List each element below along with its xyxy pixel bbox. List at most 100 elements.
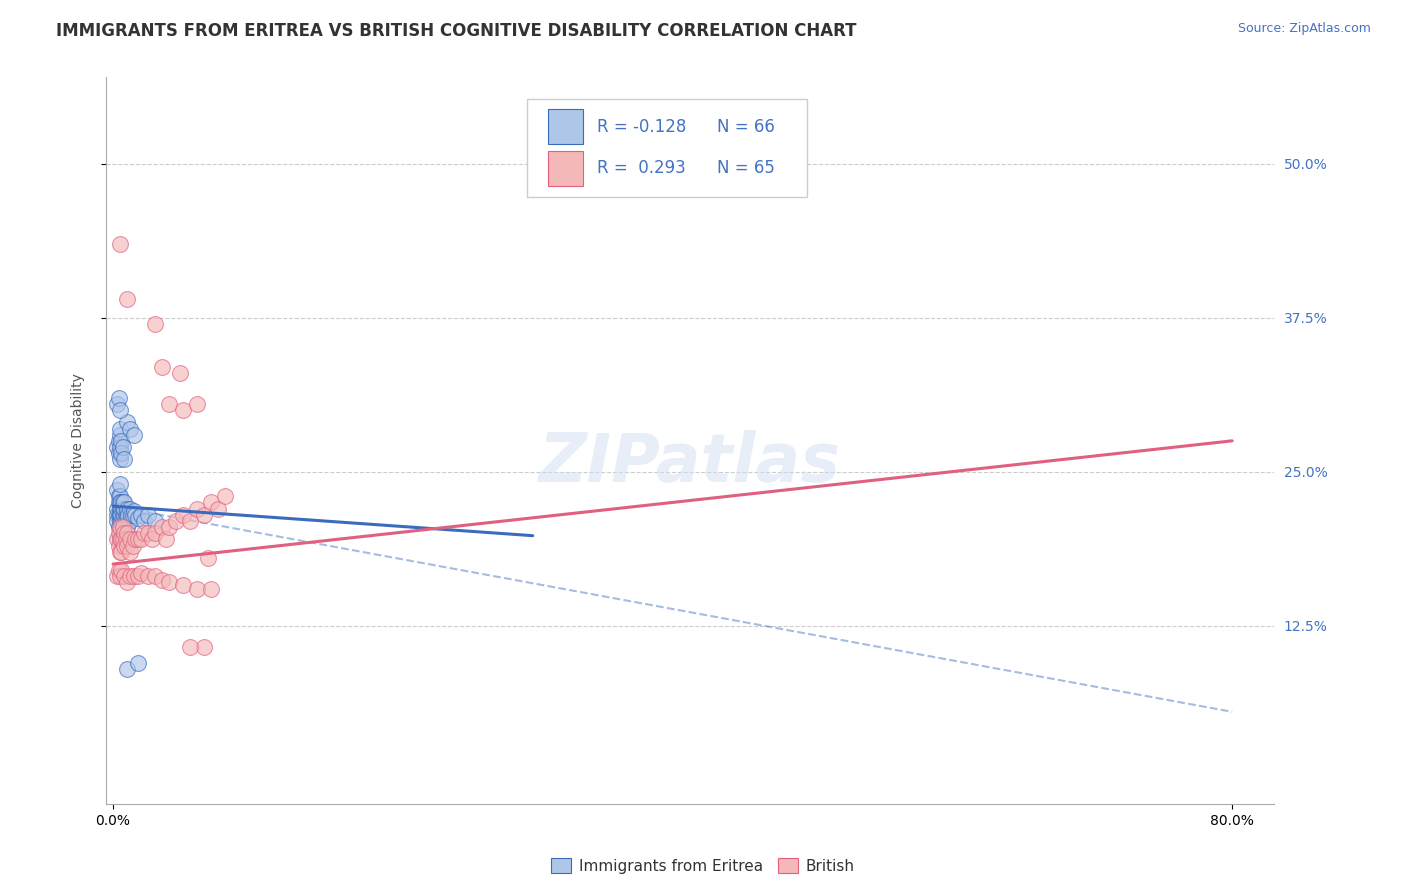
Point xyxy=(118,533,141,547)
Point xyxy=(129,533,152,547)
Point xyxy=(193,508,215,522)
Point xyxy=(107,446,129,460)
Y-axis label: Cognitive Disability: Cognitive Disability xyxy=(72,374,86,508)
Point xyxy=(108,440,131,454)
Text: R = -0.128: R = -0.128 xyxy=(596,118,686,136)
Point xyxy=(110,563,132,577)
Point xyxy=(110,520,132,534)
Point xyxy=(118,569,141,583)
Point xyxy=(172,508,194,522)
Point xyxy=(105,440,128,454)
Point xyxy=(143,569,166,583)
Point xyxy=(108,514,131,528)
Point xyxy=(114,514,136,528)
Point xyxy=(172,403,194,417)
Text: ZIPatlas: ZIPatlas xyxy=(538,430,841,496)
Point xyxy=(186,397,208,411)
Point xyxy=(108,508,131,522)
Point xyxy=(127,511,149,525)
Point xyxy=(132,514,155,528)
Point xyxy=(127,533,149,547)
Point xyxy=(105,483,128,497)
Point xyxy=(150,359,173,374)
Point xyxy=(122,427,145,442)
Point xyxy=(118,544,141,558)
Point xyxy=(117,508,139,522)
Point xyxy=(157,397,180,411)
Point xyxy=(143,514,166,528)
Point xyxy=(200,495,222,509)
Point xyxy=(150,520,173,534)
Point xyxy=(108,495,131,509)
Point xyxy=(111,520,134,534)
Point xyxy=(129,566,152,580)
Point xyxy=(129,508,152,522)
Point xyxy=(118,514,141,528)
Point xyxy=(157,575,180,590)
Point xyxy=(108,533,131,547)
Point xyxy=(179,514,201,528)
Point xyxy=(115,508,138,522)
Point xyxy=(108,508,131,522)
Point xyxy=(124,508,146,522)
Point xyxy=(143,317,166,331)
Point xyxy=(114,533,136,547)
Point xyxy=(150,573,173,587)
Point xyxy=(108,403,131,417)
Legend: Immigrants from Eritrea, British: Immigrants from Eritrea, British xyxy=(546,852,860,880)
Point xyxy=(111,501,134,516)
Point xyxy=(108,421,131,435)
Point xyxy=(108,533,131,547)
Point xyxy=(115,292,138,306)
Point xyxy=(136,526,159,541)
Point xyxy=(214,489,236,503)
Point xyxy=(118,421,141,435)
Point xyxy=(105,508,128,522)
Point xyxy=(108,569,131,583)
Point xyxy=(107,526,129,541)
Point xyxy=(115,575,138,590)
Point xyxy=(143,526,166,541)
Point xyxy=(172,578,194,592)
Point xyxy=(110,533,132,547)
Point xyxy=(111,440,134,454)
Point xyxy=(105,397,128,411)
Point xyxy=(169,366,191,380)
Point xyxy=(107,434,129,448)
Point xyxy=(115,526,138,541)
Point xyxy=(186,582,208,596)
Point xyxy=(141,533,163,547)
Point xyxy=(108,501,131,516)
Point xyxy=(165,514,187,528)
Point xyxy=(110,514,132,528)
Point xyxy=(111,508,134,522)
Point xyxy=(112,508,135,522)
Point xyxy=(124,533,146,547)
Point xyxy=(107,563,129,577)
Point xyxy=(108,526,131,541)
Point xyxy=(120,508,142,522)
Point xyxy=(186,501,208,516)
Point xyxy=(112,569,135,583)
Point xyxy=(132,526,155,541)
Point xyxy=(107,495,129,509)
FancyBboxPatch shape xyxy=(547,151,582,186)
Point xyxy=(111,533,134,547)
Point xyxy=(108,452,131,467)
Point xyxy=(108,427,131,442)
Point xyxy=(110,544,132,558)
Point xyxy=(200,582,222,596)
Point xyxy=(121,508,143,522)
Point xyxy=(115,520,138,534)
Point xyxy=(121,539,143,553)
Text: R =  0.293: R = 0.293 xyxy=(596,160,685,178)
Point xyxy=(118,501,141,516)
Text: IMMIGRANTS FROM ERITREA VS BRITISH COGNITIVE DISABILITY CORRELATION CHART: IMMIGRANTS FROM ERITREA VS BRITISH COGNI… xyxy=(56,22,856,40)
Point xyxy=(107,391,129,405)
Point xyxy=(107,489,129,503)
Point xyxy=(127,656,149,670)
Point xyxy=(107,508,129,522)
Text: N = 65: N = 65 xyxy=(717,160,775,178)
Text: N = 66: N = 66 xyxy=(717,118,775,136)
Point xyxy=(112,452,135,467)
